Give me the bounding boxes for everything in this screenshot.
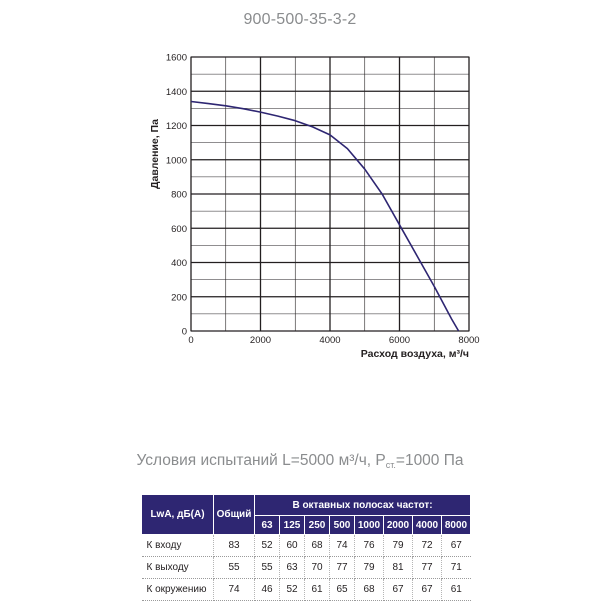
y-tick-label: 1400: [166, 87, 187, 98]
header-total: Общий: [213, 494, 255, 535]
octave-value: 74: [329, 534, 355, 557]
octave-value: 60: [279, 534, 305, 557]
freq-header: 8000: [441, 515, 471, 535]
octave-value: 79: [383, 534, 413, 557]
chart-grid: [190, 56, 470, 332]
y-tick-label: 0: [182, 327, 187, 338]
x-tick-label: 2000: [250, 335, 271, 346]
freq-header: 63: [254, 515, 280, 535]
header-lwa: LwA, дБ(А): [141, 494, 214, 535]
noise-table-freq-row: 63 125 250 500 1000 2000 4000 8000: [142, 515, 471, 535]
freq-header: 500: [329, 515, 355, 535]
octave-value: 52: [279, 578, 305, 601]
row-total: 55: [213, 556, 255, 579]
octave-value: 81: [383, 556, 413, 579]
octave-value: 68: [304, 534, 330, 557]
header-octave: В октавных полосах частот:: [254, 494, 471, 516]
row-total: 83: [213, 534, 255, 557]
chart-ticks: 0 2000 4000 6000 8000 0 200 400 600 800 1000 1200 14…: [166, 53, 480, 347]
x-tick-label: 6000: [389, 335, 410, 346]
y-tick-label: 1600: [166, 53, 187, 64]
octave-value: 77: [412, 556, 442, 579]
freq-header: 4000: [412, 515, 442, 535]
table-row: К окружению 74 46 52 61 65 68 67 67 61: [141, 578, 471, 601]
freq-header: 125: [279, 515, 305, 535]
x-tick-label: 0: [188, 335, 193, 346]
row-label: К входу: [141, 534, 214, 557]
octave-value: 67: [412, 578, 442, 601]
octave-value: 76: [354, 534, 384, 557]
x-tick-label: 8000: [458, 335, 479, 346]
noise-table-header-row: LwA, дБ(А) Общий В октавных полосах част…: [141, 494, 471, 535]
octave-value: 67: [441, 534, 471, 557]
noise-table: LwA, дБ(А) Общий В октавных полосах част…: [141, 494, 471, 601]
x-axis-label: Расход воздуха, м³/ч: [361, 348, 469, 360]
octave-value: 65: [329, 578, 355, 601]
test-conditions: Условия испытаний L=5000 м³/ч, Pст.=1000…: [0, 452, 600, 470]
test-conditions-subscript: ст.: [385, 460, 396, 470]
x-tick-label: 4000: [319, 335, 340, 346]
octave-value: 46: [254, 578, 280, 601]
y-tick-label: 800: [171, 190, 187, 201]
series-line: [190, 100, 460, 332]
octave-value: 71: [441, 556, 471, 579]
freq-header: 250: [304, 515, 330, 535]
noise-table-body: К входу 83 52 60 68 74 76 79 72 67 К выходу 55 55 63 7…: [141, 534, 471, 601]
table-row: К выходу 55 55 63 70 77 79 81 77 71: [141, 556, 471, 579]
fan-curve-chart: 0 2000 4000 6000 8000 0 200 400 600 800 1000 1200 14…: [149, 53, 480, 361]
y-tick-label: 600: [171, 224, 187, 235]
octave-value: 70: [304, 556, 330, 579]
y-tick-label: 1200: [166, 121, 187, 132]
octave-value: 63: [279, 556, 305, 579]
octave-value: 55: [254, 556, 280, 579]
octave-value: 68: [354, 578, 384, 601]
octave-value: 79: [354, 556, 384, 579]
test-conditions-value: =1000 Па: [395, 452, 464, 469]
octave-value: 77: [329, 556, 355, 579]
table-row: К входу 83 52 60 68 74 76 79 72 67: [141, 534, 471, 557]
octave-value: 67: [383, 578, 413, 601]
y-tick-label: 1000: [166, 155, 187, 166]
row-label: К выходу: [141, 556, 214, 579]
chart-series: [190, 100, 460, 332]
row-label: К окружению: [141, 578, 214, 601]
octave-value: 61: [304, 578, 330, 601]
chart-title: 900-500-35-3-2: [243, 11, 357, 28]
octave-value: 52: [254, 534, 280, 557]
row-total: 74: [213, 578, 255, 601]
y-axis-label: Давление, Па: [149, 119, 161, 189]
octave-value: 72: [412, 534, 442, 557]
freq-header: 1000: [354, 515, 384, 535]
test-conditions-text: Условия испытаний L=5000 м³/ч, P: [136, 452, 386, 469]
octave-value: 61: [441, 578, 471, 601]
y-tick-label: 200: [171, 292, 187, 303]
y-tick-label: 400: [171, 258, 187, 269]
freq-header: 2000: [383, 515, 413, 535]
